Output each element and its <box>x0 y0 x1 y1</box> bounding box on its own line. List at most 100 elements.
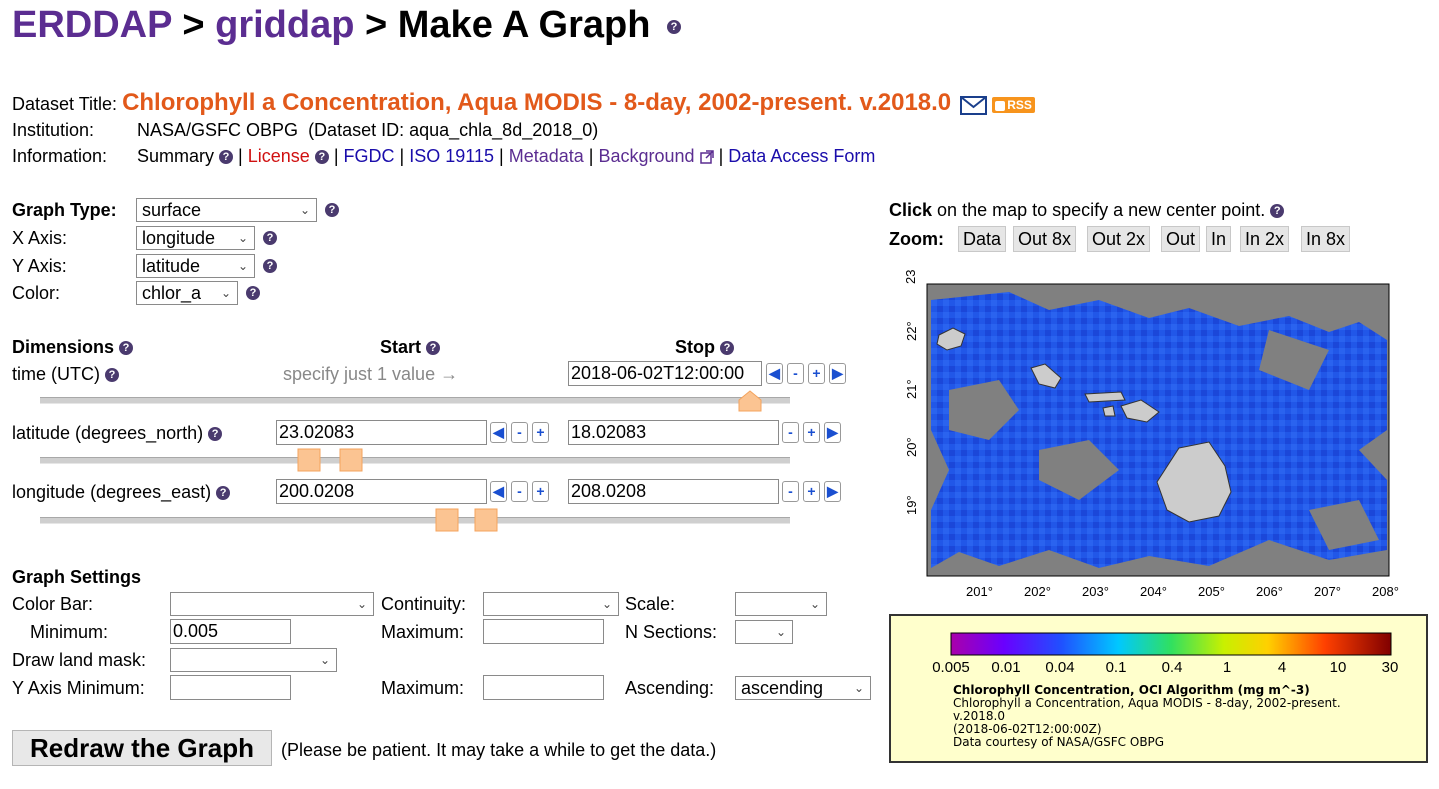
information-links: Summary ? | License ? | FGDC | ISO 19115… <box>137 146 875 167</box>
time-next-button[interactable]: ▶ <box>829 363 846 384</box>
latitude-slider-right-thumb[interactable] <box>339 448 363 472</box>
griddap-link[interactable]: griddap <box>215 4 355 46</box>
email-icon[interactable] <box>960 95 988 115</box>
lon-stop-plus-button[interactable]: + <box>803 481 820 502</box>
longitude-slider-right-thumb[interactable] <box>474 508 498 532</box>
time-label: time (UTC) ? <box>12 364 120 385</box>
rss-icon[interactable]: RSS <box>992 97 1035 114</box>
help-icon[interactable]: ? <box>325 203 339 217</box>
chevron-down-icon: ⌄ <box>601 597 612 611</box>
latitude-stop-input[interactable]: 18.02083 <box>568 420 779 445</box>
lat-start-plus-button[interactable]: + <box>532 422 549 443</box>
scale-select[interactable]: ⌄ <box>735 592 827 616</box>
graph-type-select[interactable]: surface ⌄ <box>136 198 317 222</box>
legend-tick: 4 <box>1278 659 1286 676</box>
chevron-down-icon: ⌄ <box>319 653 330 667</box>
longitude-stop-input[interactable]: 208.0208 <box>568 479 779 504</box>
lon-start-plus-button[interactable]: + <box>532 481 549 502</box>
lon-start-prev-button[interactable]: ◀ <box>490 481 507 502</box>
zoom-data-button[interactable]: Data <box>958 226 1007 252</box>
color-select[interactable]: chlor_a ⌄ <box>136 281 238 305</box>
external-link-icon <box>699 150 714 164</box>
time-slider-track[interactable] <box>40 397 790 404</box>
lat-stop-plus-button[interactable]: + <box>803 422 820 443</box>
y-axis-maximum-input[interactable] <box>483 675 604 700</box>
lat-start-minus-button[interactable]: - <box>511 422 528 443</box>
latitude-slider-track[interactable] <box>40 457 790 464</box>
lon-stop-next-button[interactable]: ▶ <box>824 481 841 502</box>
information-label: Information: <box>12 146 108 166</box>
continuity-select[interactable]: ⌄ <box>483 592 619 616</box>
lat-start-prev-button[interactable]: ◀ <box>490 422 507 443</box>
chlorophyll-map[interactable]: 23° 22° 21° 20° 19° 201° 202° 203° 204° … <box>889 270 1429 610</box>
dataset-title-label: Dataset Title: <box>12 94 118 114</box>
pipe: | <box>718 146 724 166</box>
erddap-link[interactable]: ERDDAP <box>12 4 172 46</box>
help-icon[interactable]: ? <box>208 427 223 442</box>
help-icon[interactable]: ? <box>667 19 682 34</box>
time-plus-button[interactable]: + <box>808 363 825 384</box>
x-axis-select[interactable]: longitude ⌄ <box>136 226 255 250</box>
help-icon[interactable]: ? <box>426 341 441 356</box>
help-icon[interactable]: ? <box>216 486 231 501</box>
zoom-in-8x-button[interactable]: In 8x <box>1301 226 1351 252</box>
data-access-form-link[interactable]: Data Access Form <box>728 146 876 166</box>
color-bar-select[interactable]: ⌄ <box>170 592 374 616</box>
ascending-select[interactable]: ascending ⌄ <box>735 676 871 700</box>
help-icon[interactable]: ? <box>263 231 277 245</box>
longitude-slider-track[interactable] <box>40 517 790 524</box>
chevron-down-icon: ⌄ <box>356 597 367 611</box>
time-prev-button[interactable]: ◀ <box>766 363 783 384</box>
help-icon[interactable]: ? <box>105 368 120 383</box>
help-icon[interactable]: ? <box>119 341 134 356</box>
lon-stop-minus-button[interactable]: - <box>782 481 799 502</box>
chevron-down-icon: ⌄ <box>809 597 820 611</box>
time-hint: specify just 1 value → <box>283 364 459 384</box>
draw-land-mask-select[interactable]: ⌄ <box>170 648 337 672</box>
redraw-graph-button[interactable]: Redraw the Graph <box>12 730 272 766</box>
latitude-label: latitude (degrees_north) ? <box>12 423 223 444</box>
help-icon[interactable]: ? <box>219 150 234 165</box>
legend-line: v.2018.0 <box>953 709 1005 723</box>
zoom-out-2x-button[interactable]: Out 2x <box>1087 226 1151 252</box>
latitude-start-input[interactable]: 23.02083 <box>276 420 487 445</box>
time-minus-button[interactable]: - <box>787 363 804 384</box>
iso-link[interactable]: ISO 19115 <box>409 146 494 166</box>
island-oahu <box>1030 363 1062 389</box>
pipe: | <box>499 146 504 166</box>
maximum-input[interactable] <box>483 619 604 644</box>
background-link[interactable]: Background <box>598 146 695 166</box>
lat-stop-minus-button[interactable]: - <box>782 422 799 443</box>
help-icon[interactable]: ? <box>263 259 277 273</box>
help-icon[interactable]: ? <box>314 150 329 165</box>
license-link[interactable]: License <box>247 146 310 166</box>
x-tick-label: 201° <box>966 584 993 599</box>
scale-label: Scale: <box>625 594 676 614</box>
zoom-in-2x-button[interactable]: In 2x <box>1240 226 1290 252</box>
zoom-out-8x-button[interactable]: Out 8x <box>1013 226 1077 252</box>
zoom-out-button[interactable]: Out <box>1161 226 1201 252</box>
longitude-slider-left-thumb[interactable] <box>435 508 459 532</box>
legend-line: (2018-06-02T12:00:00Z) <box>953 722 1102 736</box>
y-axis-minimum-input[interactable] <box>170 675 291 700</box>
pipe: | <box>399 146 405 166</box>
metadata-link[interactable]: Metadata <box>508 146 584 166</box>
legend-tick: 0.01 <box>991 659 1020 676</box>
help-icon[interactable]: ? <box>720 341 735 356</box>
fgdc-link[interactable]: FGDC <box>343 146 395 166</box>
help-icon[interactable]: ? <box>246 286 260 300</box>
lon-start-minus-button[interactable]: - <box>511 481 528 502</box>
help-icon[interactable]: ? <box>1270 204 1285 219</box>
institution-value: NASA/GSFC OBPG (Dataset ID: aqua_chla_8d… <box>137 120 598 141</box>
y-axis-select[interactable]: latitude ⌄ <box>136 254 255 278</box>
time-stop-input[interactable]: 2018-06-02T12:00:00 <box>568 361 762 386</box>
start-header: Start ? <box>380 337 441 358</box>
latitude-slider-left-thumb[interactable] <box>297 448 321 472</box>
minimum-input[interactable]: 0.005 <box>170 619 291 644</box>
summary-link[interactable]: Summary <box>137 146 215 166</box>
zoom-in-button[interactable]: In <box>1206 226 1232 252</box>
time-slider-thumb[interactable] <box>738 390 762 412</box>
n-sections-select[interactable]: ⌄ <box>735 620 793 644</box>
longitude-start-input[interactable]: 200.0208 <box>276 479 487 504</box>
lat-stop-next-button[interactable]: ▶ <box>824 422 841 443</box>
